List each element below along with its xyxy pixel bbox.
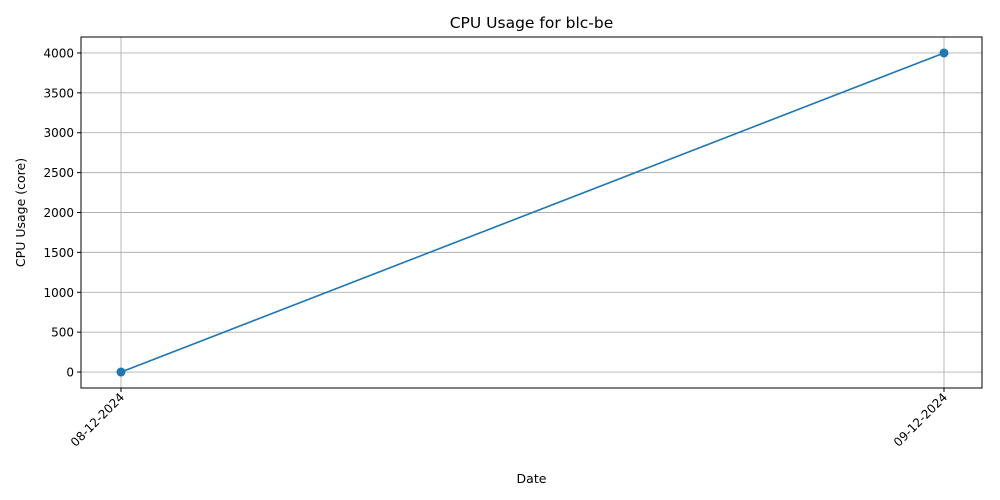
y-tick-label: 1500 xyxy=(43,246,74,260)
y-tick-label: 4000 xyxy=(43,46,74,60)
y-tick-label: 1000 xyxy=(43,286,74,300)
x-tick-label: 08-12-2024 xyxy=(68,390,127,449)
data-point-marker xyxy=(116,367,126,377)
plot-area-frame xyxy=(80,36,983,389)
y-tick-label: 2500 xyxy=(43,166,74,180)
axis-ticks: 0 500 1000 1500 2000 2500 3000 3500 4000 08-12-20… xyxy=(43,46,950,449)
y-tick-label: 0 xyxy=(66,366,74,380)
chart-title: CPU Usage for blc-be xyxy=(450,14,614,32)
y-tick-label: 2000 xyxy=(43,206,74,220)
y-tick-label: 500 xyxy=(51,326,74,340)
y-axis-label: CPU Usage (core) xyxy=(13,158,28,267)
x-tick-label: 09-12-2024 xyxy=(891,390,950,449)
plot-series xyxy=(116,48,949,377)
y-tick-label: 3000 xyxy=(43,126,74,140)
y-tick-label: 3500 xyxy=(43,86,74,100)
data-point-marker xyxy=(939,48,949,58)
x-axis-label: Date xyxy=(517,471,547,486)
series-line xyxy=(120,52,945,373)
